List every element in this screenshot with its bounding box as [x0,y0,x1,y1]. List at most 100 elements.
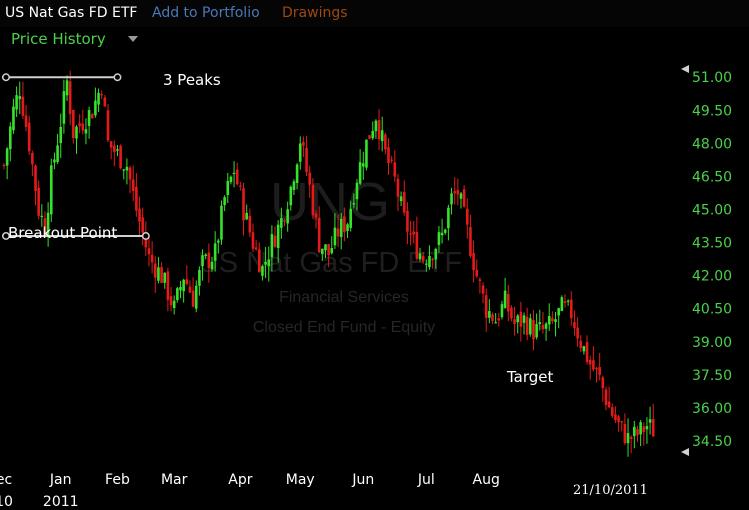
candle-body [453,191,456,194]
candle-body [456,190,460,195]
candle-body [336,228,340,237]
candle-body [465,208,469,225]
candle-body [648,419,652,423]
candle-body [97,92,100,105]
candle-body [251,232,255,249]
candle-body [595,367,598,370]
candle-body [399,196,403,202]
candle-body [412,231,416,235]
candle-body [506,294,510,312]
x-tick-label: 10 [0,494,13,510]
candle-body [333,227,337,246]
candle-body [437,232,441,245]
candle-body [551,318,554,322]
candle-body [447,207,450,229]
candle-body [402,192,406,213]
candle-body [396,178,400,197]
candle-body [248,215,252,233]
candle-body [352,203,356,205]
candle-body [40,215,44,218]
candle-body [365,139,368,168]
candle-body [639,422,642,435]
candle-body [267,259,271,267]
scroll-down-arrow-icon[interactable] [681,448,689,456]
candle-body [387,147,390,164]
add-to-portfolio-link[interactable]: Add to Portfolio [152,5,260,21]
candle-body [242,188,245,221]
candle-body [163,272,167,283]
candle-body [481,285,485,294]
target-label: Target [506,368,554,386]
candle-body [78,123,81,127]
candle-body [431,258,434,261]
candle-body [217,240,220,243]
drawings-link[interactable]: Drawings [282,5,348,21]
candle-body [210,261,214,270]
peaks-label: 3 Peaks [163,71,221,89]
candle-body [43,218,47,236]
candle-body [393,162,397,177]
candle-body [462,189,466,207]
candle-body [440,232,444,236]
candle-body [56,145,59,162]
candle-body [84,129,88,134]
candle-body [642,426,646,433]
candle-body [617,416,620,423]
candle-body [157,267,160,281]
candle-body [554,319,557,322]
candle-body [232,172,236,174]
candle-body [276,224,280,249]
candle-body [358,162,362,184]
candle-body [198,269,201,286]
candle-body [428,256,431,268]
peaks-line-end-handle[interactable] [113,73,122,82]
candle-body [235,169,239,185]
candle-body [226,181,230,195]
breakout-line-start-handle[interactable] [2,232,10,240]
x-tick-label: Feb [105,472,130,488]
candle-body [68,81,72,114]
price-history-dropdown[interactable]: Price History [11,30,106,48]
candle-body [406,210,409,232]
candle-body [614,414,617,421]
x-tick-label: May [286,472,315,488]
candle-body [53,159,56,163]
x-tick-label: Jan [49,472,72,488]
candle-body [607,401,611,408]
peaks-line-start-handle[interactable] [2,73,10,82]
candle-body [610,407,614,416]
candle-body [62,91,66,124]
candle-body [283,220,286,222]
candle-body [478,279,482,282]
candle-body [484,295,488,318]
candle-body [113,145,116,152]
candle-body [100,94,104,96]
candle-body [298,143,302,162]
candle-body [450,193,453,205]
candles [2,70,655,457]
x-axis: ec 10 Jan 2011 Feb Mar Apr May Jun Jul Aug [0,472,500,510]
candle-body [103,97,107,107]
y-tick-label: 34.50 [692,434,732,450]
x-tick-label: 2011 [43,494,79,510]
scroll-up-arrow-icon[interactable] [681,65,689,73]
breakout-line-end-handle[interactable] [141,232,150,240]
candle-body [491,314,494,322]
candle-body [343,216,346,233]
candle-body [116,149,119,151]
y-tick-label: 37.50 [692,368,732,384]
candle-body [21,96,25,116]
y-tick-label: 39.00 [692,335,732,351]
chevron-down-icon[interactable] [128,36,138,42]
candle-body [207,252,211,268]
candle-body [239,185,242,187]
y-axis: 51.00 49.50 48.00 46.50 45.00 43.50 42.00 40.50… [692,70,732,450]
candle-body [34,165,37,192]
candle-body [384,134,387,150]
candle-body [295,164,299,183]
watermark-sector: Financial Services [279,289,409,306]
candle-body [633,426,636,437]
candle-body [18,96,22,100]
candle-body [346,224,349,232]
candle-body [377,120,381,140]
